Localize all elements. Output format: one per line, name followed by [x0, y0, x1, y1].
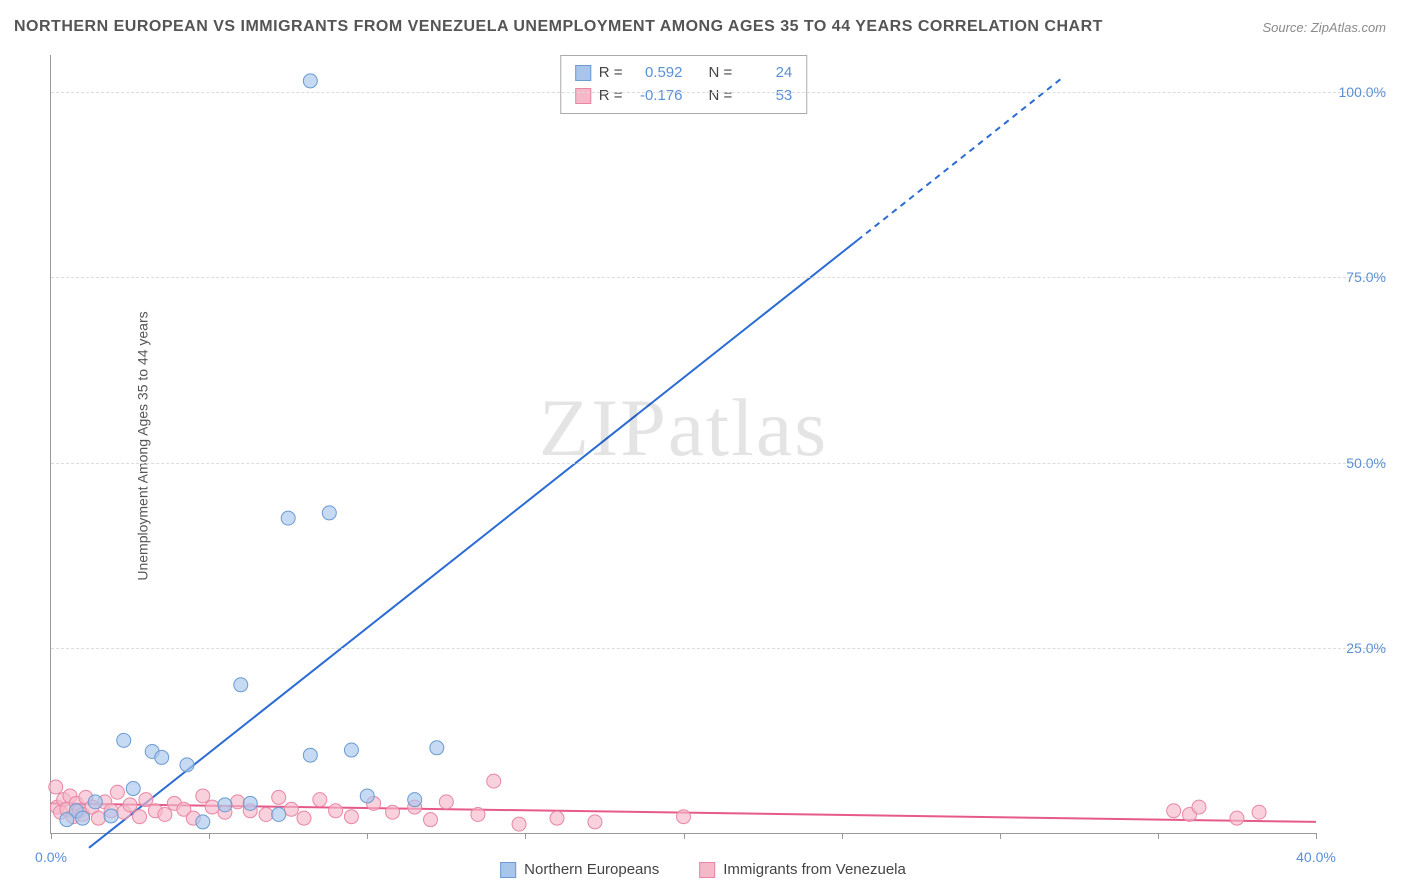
n-value-series1: 24 — [740, 62, 792, 85]
series-legend: Northern Europeans Immigrants from Venez… — [500, 861, 906, 878]
x-tick-label: 0.0% — [35, 849, 67, 865]
swatch-series2-bottom — [699, 862, 715, 878]
swatch-series1 — [575, 65, 591, 81]
y-tick-label: 75.0% — [1326, 269, 1386, 285]
n-label: N = — [709, 62, 733, 85]
legend-label-series2: Immigrants from Venezuela — [723, 861, 906, 878]
y-tick-label: 25.0% — [1326, 640, 1386, 656]
swatch-series2 — [575, 88, 591, 104]
legend-item-series2: Immigrants from Venezuela — [699, 861, 906, 878]
r-value-series2: -0.176 — [631, 85, 683, 108]
chart-plot-area: R = 0.592 N = 24 R = -0.176 N = 53 ZIPat… — [50, 55, 1316, 834]
legend-label-series1: Northern Europeans — [524, 861, 659, 878]
r-label: R = — [599, 85, 623, 108]
swatch-series1-bottom — [500, 862, 516, 878]
r-value-series1: 0.592 — [631, 62, 683, 85]
scatter-plot-svg — [51, 55, 1316, 833]
correlation-stats-box: R = 0.592 N = 24 R = -0.176 N = 53 — [560, 55, 808, 114]
stats-row-series1: R = 0.592 N = 24 — [575, 62, 793, 85]
chart-title: NORTHERN EUROPEAN VS IMMIGRANTS FROM VEN… — [14, 18, 1103, 36]
stats-row-series2: R = -0.176 N = 53 — [575, 85, 793, 108]
n-label: N = — [709, 85, 733, 108]
y-tick-label: 100.0% — [1326, 84, 1386, 100]
r-label: R = — [599, 62, 623, 85]
x-tick-label: 40.0% — [1296, 849, 1336, 865]
header: NORTHERN EUROPEAN VS IMMIGRANTS FROM VEN… — [14, 18, 1386, 36]
n-value-series2: 53 — [740, 85, 792, 108]
source-attribution: Source: ZipAtlas.com — [1262, 20, 1386, 35]
y-tick-label: 50.0% — [1326, 455, 1386, 471]
legend-item-series1: Northern Europeans — [500, 861, 659, 878]
